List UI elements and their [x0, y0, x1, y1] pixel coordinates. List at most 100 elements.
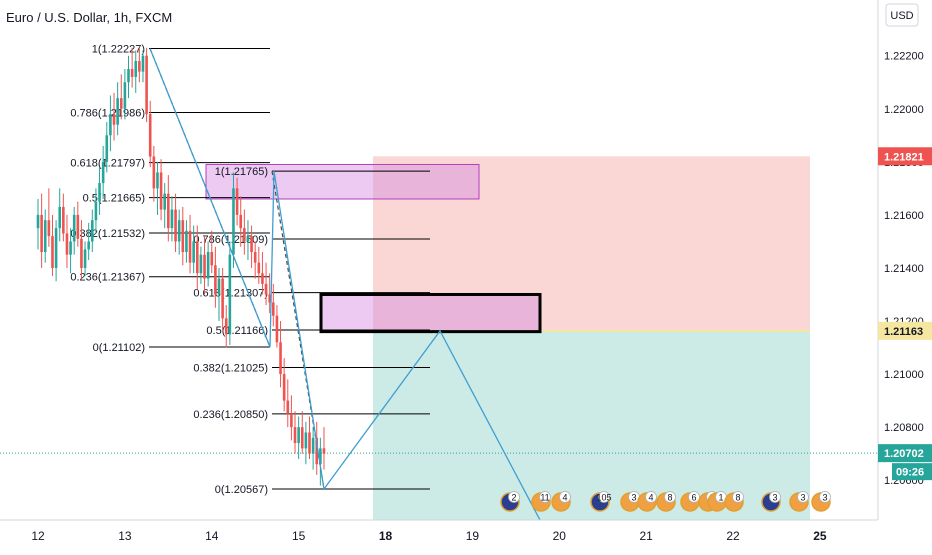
candle-body	[80, 238, 83, 268]
time-tick-label: 18	[379, 529, 393, 543]
event-badge-count-bubble	[819, 491, 831, 503]
candle-body	[206, 252, 210, 279]
candle-body	[177, 220, 181, 242]
candle-body	[101, 161, 105, 184]
upper-supply-zone[interactable]	[205, 163, 480, 200]
currency-button-label[interactable]: USD	[890, 10, 913, 22]
price-axis-panel[interactable]	[878, 0, 932, 520]
fib-level-label: 0.5(1.21166)	[206, 325, 268, 337]
candle-body	[76, 214, 80, 239]
candle-body	[123, 82, 127, 109]
countdown-text: 09:26	[896, 467, 924, 479]
candle-body	[264, 283, 268, 295]
candle-body	[195, 241, 199, 274]
candle-body	[290, 413, 293, 428]
fib-level-label: 0(1.20567)	[215, 484, 268, 496]
time-tick-label: 13	[118, 529, 132, 543]
candle-body	[257, 262, 261, 274]
price-tick-label: 1.21400	[884, 263, 924, 275]
candle-body	[138, 61, 141, 72]
candle-body	[58, 206, 62, 229]
candle-body	[83, 249, 87, 268]
candle-body	[232, 188, 235, 255]
event-badge-count-bubble	[688, 491, 700, 503]
price-tick-label: 1.20800	[884, 422, 924, 434]
event-badge-count: 6	[691, 492, 696, 502]
price-tick-label: 1.22200	[884, 51, 924, 63]
candle-body	[297, 427, 300, 444]
event-badge-count-bubble	[508, 491, 520, 503]
candle-body	[199, 254, 203, 274]
candles-layer	[36, 47, 326, 486]
currency-button-box[interactable]	[885, 3, 919, 27]
event-badge-count-bubble	[598, 491, 610, 503]
price-tick-label: 1.21600	[884, 210, 924, 222]
symbol-title: Euro / U.S. Dollar, 1h, FXCM	[6, 10, 172, 25]
price-label-text: 1.21163	[884, 326, 923, 338]
candle-body	[47, 220, 51, 237]
candle-body	[272, 302, 275, 316]
candle-body	[279, 342, 282, 375]
stop-loss-zone[interactable]	[373, 156, 810, 331]
event-badge-count: 3	[772, 492, 777, 502]
event-badge-count-bubble	[732, 491, 744, 503]
candle-body	[87, 241, 90, 250]
take-profit-zone[interactable]	[373, 330, 810, 520]
candle-body	[119, 98, 123, 109]
candle-body	[214, 265, 217, 295]
fib-level-label: 0.382(1.21025)	[193, 362, 268, 374]
event-badge-count-bubble	[769, 491, 781, 503]
candle-body	[105, 135, 109, 162]
price-label-box	[878, 321, 932, 340]
candle-body	[72, 214, 76, 242]
candle-body	[224, 318, 228, 335]
event-badge-count-bubble	[559, 491, 571, 503]
drawings-layer	[149, 48, 541, 521]
event-badge-count: 8	[667, 492, 672, 502]
candle-body	[167, 193, 170, 229]
candle-body	[170, 209, 174, 229]
price-label-box	[878, 444, 932, 463]
candle-body	[304, 432, 308, 449]
candle-body	[127, 68, 130, 83]
time-tick-label: 19	[466, 529, 480, 543]
candle-body	[134, 61, 138, 77]
candle-body	[286, 400, 290, 414]
event-badge-count: 11	[540, 492, 549, 502]
candle-body	[145, 55, 148, 115]
candle-body	[43, 220, 47, 253]
candle-body	[148, 114, 152, 157]
currency-button[interactable]: USD	[885, 3, 919, 27]
candle-body	[300, 427, 304, 449]
candle-body	[62, 206, 65, 234]
projection-path[interactable]	[149, 48, 541, 521]
fib-level-label: 1(1.22227)	[92, 44, 145, 56]
candle-body	[315, 437, 319, 465]
candle-body	[235, 188, 239, 215]
candle-body	[203, 254, 206, 279]
candle-body	[311, 437, 315, 454]
candle-body	[69, 241, 72, 255]
lower-supply-zone[interactable]	[319, 292, 542, 334]
candle-body	[188, 230, 192, 263]
candle-body	[94, 201, 98, 221]
candle-body	[54, 228, 58, 268]
event-badge-count-bubble	[539, 491, 551, 503]
candle-body	[275, 315, 279, 343]
time-tick-label: 12	[31, 529, 45, 543]
time-axis-panel[interactable]	[0, 520, 932, 550]
time-tick-label: 14	[205, 529, 219, 543]
candle-body	[228, 254, 232, 335]
price-tick-label: 1.21000	[884, 369, 924, 381]
candle-body	[268, 294, 271, 303]
candle-body	[210, 252, 214, 266]
time-tick-label: 25	[813, 529, 827, 543]
position-tool[interactable]	[373, 156, 810, 520]
event-badge-count: 3	[631, 492, 636, 502]
candle-body	[156, 172, 159, 189]
candle-body	[192, 241, 195, 263]
candle-body	[109, 114, 112, 136]
candle-body	[253, 252, 257, 263]
